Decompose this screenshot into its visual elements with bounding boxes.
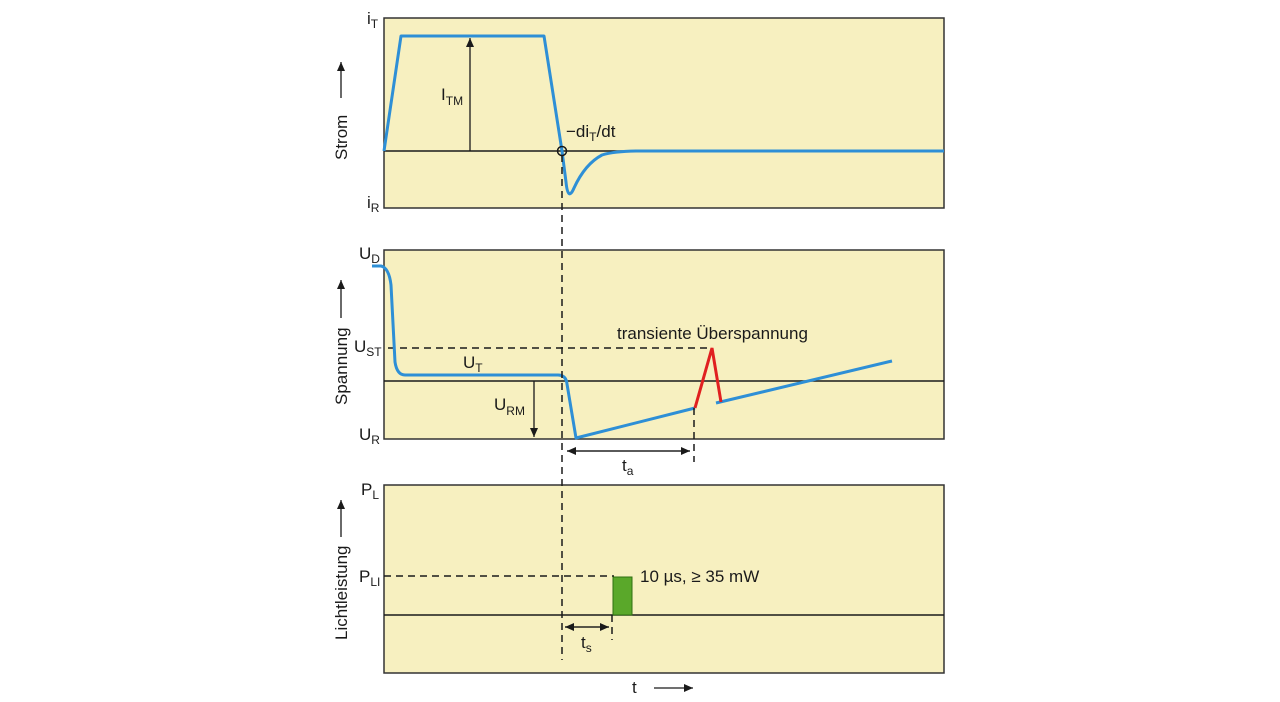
light-axis-label: Lichtleistung bbox=[332, 545, 351, 640]
light-pulse-label: 10 µs, ≥ 35 mW bbox=[640, 567, 759, 586]
light-top-label: PL bbox=[361, 480, 379, 502]
voltage-st-label: UST bbox=[354, 337, 382, 359]
current-panel: ITM −diT/dt iT iR Strom bbox=[332, 9, 945, 215]
light-panel: 10 µs, ≥ 35 mW PL PLI Lichtleistung ts bbox=[332, 480, 945, 674]
ts-label: ts bbox=[581, 633, 592, 655]
current-bottom-label: iR bbox=[367, 193, 380, 215]
light-level-label: PLI bbox=[359, 567, 380, 589]
light-panel-background bbox=[383, 484, 945, 674]
on-state-voltage-label: UT bbox=[463, 353, 483, 375]
voltage-waveform bbox=[372, 264, 696, 440]
transient-overvoltage-spike bbox=[693, 347, 723, 409]
reverse-voltage-label: URM bbox=[494, 395, 525, 418]
current-panel-background bbox=[383, 17, 945, 209]
time-axis-label: t bbox=[632, 678, 637, 697]
current-top-label: iT bbox=[367, 9, 379, 31]
transient-overvoltage-label: transiente Überspannung bbox=[617, 324, 808, 343]
current-waveform bbox=[382, 34, 944, 196]
current-slope-label: −diT/dt bbox=[566, 122, 616, 144]
voltage-top-label: UD bbox=[359, 244, 380, 266]
voltage-panel-background bbox=[383, 249, 945, 440]
voltage-axis-label: Spannung bbox=[332, 327, 351, 405]
peak-current-label: ITM bbox=[441, 85, 463, 108]
voltage-recovery-line bbox=[715, 359, 893, 405]
light-pulse bbox=[612, 576, 633, 616]
voltage-panel: transiente Überspannung UT URM UD UST UR… bbox=[332, 244, 945, 478]
ta-label: ta bbox=[622, 456, 634, 478]
current-axis-label: Strom bbox=[332, 115, 351, 160]
voltage-bottom-label: UR bbox=[359, 425, 380, 447]
